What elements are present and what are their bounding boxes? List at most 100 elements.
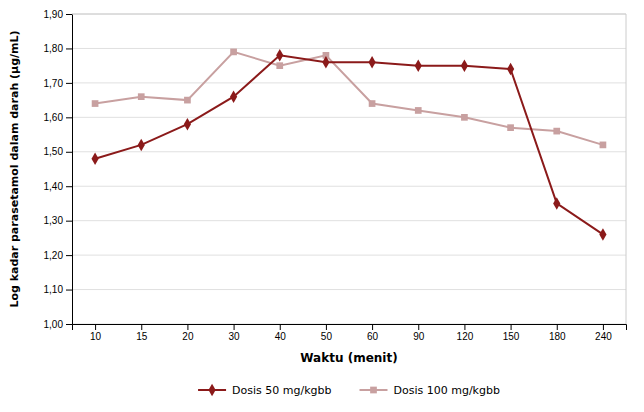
point — [138, 139, 145, 151]
x-tick-label: 20 — [182, 331, 194, 342]
x-tick-mark — [603, 324, 604, 330]
x-tick-mark — [326, 324, 327, 330]
x-axis-line — [73, 325, 627, 331]
grid — [72, 14, 626, 324]
x-tick-mark — [187, 324, 188, 330]
point — [415, 107, 422, 114]
y-tick: 1,90 — [44, 9, 72, 20]
x-tick: 50 — [321, 324, 333, 342]
y-tick-mark — [66, 186, 72, 187]
x-tick-mark — [234, 324, 235, 330]
point — [276, 62, 283, 69]
y-tick: 1,60 — [44, 112, 72, 123]
y-tick-label: 1,00 — [44, 319, 64, 330]
y-tick-mark — [66, 48, 72, 49]
frame-right — [626, 14, 627, 324]
point — [91, 152, 98, 164]
x-tick-mark — [372, 324, 373, 330]
y-tick-label: 1,20 — [44, 250, 64, 261]
x-tick-mark — [557, 324, 558, 330]
x-axis-title: Waktu (menit) — [300, 351, 397, 365]
y-tick-mark — [66, 221, 72, 222]
x-tick-label: 60 — [367, 331, 379, 342]
series-line — [95, 55, 603, 234]
grid-line — [72, 14, 626, 15]
legend-label: Dosis 50 mg/kgbb — [232, 384, 331, 397]
y-tick-mark — [66, 83, 72, 84]
grid-line — [72, 151, 626, 152]
legend-marker — [370, 387, 377, 394]
legend-label: Dosis 100 mg/kgbb — [394, 384, 500, 397]
y-tick-label: 1,60 — [44, 112, 64, 123]
y-axis-title: Log kadar parasetamol dalam darah (μg/mL… — [8, 30, 21, 307]
y-tick-mark — [66, 290, 72, 291]
y-tick-label: 1,90 — [44, 9, 64, 20]
x-tick: 30 — [229, 324, 241, 342]
x-tick-mark — [418, 324, 419, 330]
point — [507, 124, 514, 131]
x-tick-mark — [95, 324, 96, 330]
x-tick: 10 — [90, 324, 102, 342]
y-axis-line — [66, 15, 73, 325]
legend-item: Dosis 100 mg/kgbb — [360, 384, 500, 397]
x-tick-mark — [511, 324, 512, 330]
x-tick: 240 — [595, 324, 612, 342]
point — [230, 90, 237, 102]
x-axis: 10 15 20 30 40 50 60 90 120 150 180 240 — [73, 324, 627, 342]
grid-line — [72, 117, 626, 118]
x-tick-label: 40 — [275, 331, 287, 342]
grid-line — [72, 289, 626, 290]
grid-line — [72, 186, 626, 187]
point — [276, 49, 283, 61]
x-tick-mark — [280, 324, 281, 330]
y-tick: 1,20 — [44, 250, 72, 261]
x-tick: 15 — [136, 324, 148, 342]
y-tick: 1,00 — [44, 319, 72, 330]
y-tick: 1,30 — [44, 215, 72, 226]
legend-item: Dosis 50 mg/kgbb — [198, 384, 331, 397]
x-tick-label: 50 — [321, 331, 333, 342]
point — [184, 118, 191, 130]
y-tick-label: 1,70 — [44, 78, 64, 89]
point — [461, 114, 468, 121]
x-tick: 90 — [413, 324, 425, 342]
x-tick-label: 90 — [413, 331, 425, 342]
x-tick-label: 15 — [136, 331, 148, 342]
x-tick: 20 — [182, 324, 194, 342]
chart: 10 15 20 30 40 50 60 90 120 150 180 240 1,00 1,10 1,20… — [0, 0, 644, 412]
marks — [91, 49, 606, 241]
x-tick: 120 — [457, 324, 474, 342]
x-tick-label: 10 — [90, 331, 102, 342]
x-tick: 180 — [549, 324, 566, 342]
point — [369, 100, 376, 107]
point — [600, 142, 607, 149]
y-tick-label: 1,40 — [44, 181, 64, 192]
x-tick-label: 120 — [457, 331, 474, 342]
point — [368, 56, 375, 68]
y-tick: 1,40 — [44, 181, 72, 192]
point — [415, 59, 422, 71]
x-tick: 40 — [275, 324, 287, 342]
x-tick: 150 — [503, 324, 520, 342]
y-tick-mark — [66, 14, 72, 15]
grid-line — [72, 82, 626, 83]
y-tick: 1,80 — [44, 43, 72, 54]
point — [553, 128, 560, 135]
x-tick-label: 30 — [229, 331, 241, 342]
x-tick: 60 — [367, 324, 379, 342]
point — [461, 59, 468, 71]
y-axis: 1,00 1,10 1,20 1,30 1,40 1,50 1,60 1,70 1,80 1,90 — [44, 9, 73, 330]
x-tick-label: 240 — [595, 331, 612, 342]
x-tick-label: 180 — [549, 331, 566, 342]
grid-line — [72, 255, 626, 256]
point — [92, 100, 99, 107]
frame-top — [72, 14, 626, 15]
plot-area: 10 15 20 30 40 50 60 90 120 150 180 240 1,00 1,10 1,20… — [44, 9, 627, 342]
y-tick-label: 1,50 — [44, 146, 64, 157]
series — [91, 49, 606, 241]
y-tick: 1,70 — [44, 78, 72, 89]
y-tick-label: 1,10 — [44, 284, 64, 295]
y-tick-label: 1,80 — [44, 43, 64, 54]
grid-line — [72, 48, 626, 49]
y-tick-mark — [66, 324, 72, 325]
